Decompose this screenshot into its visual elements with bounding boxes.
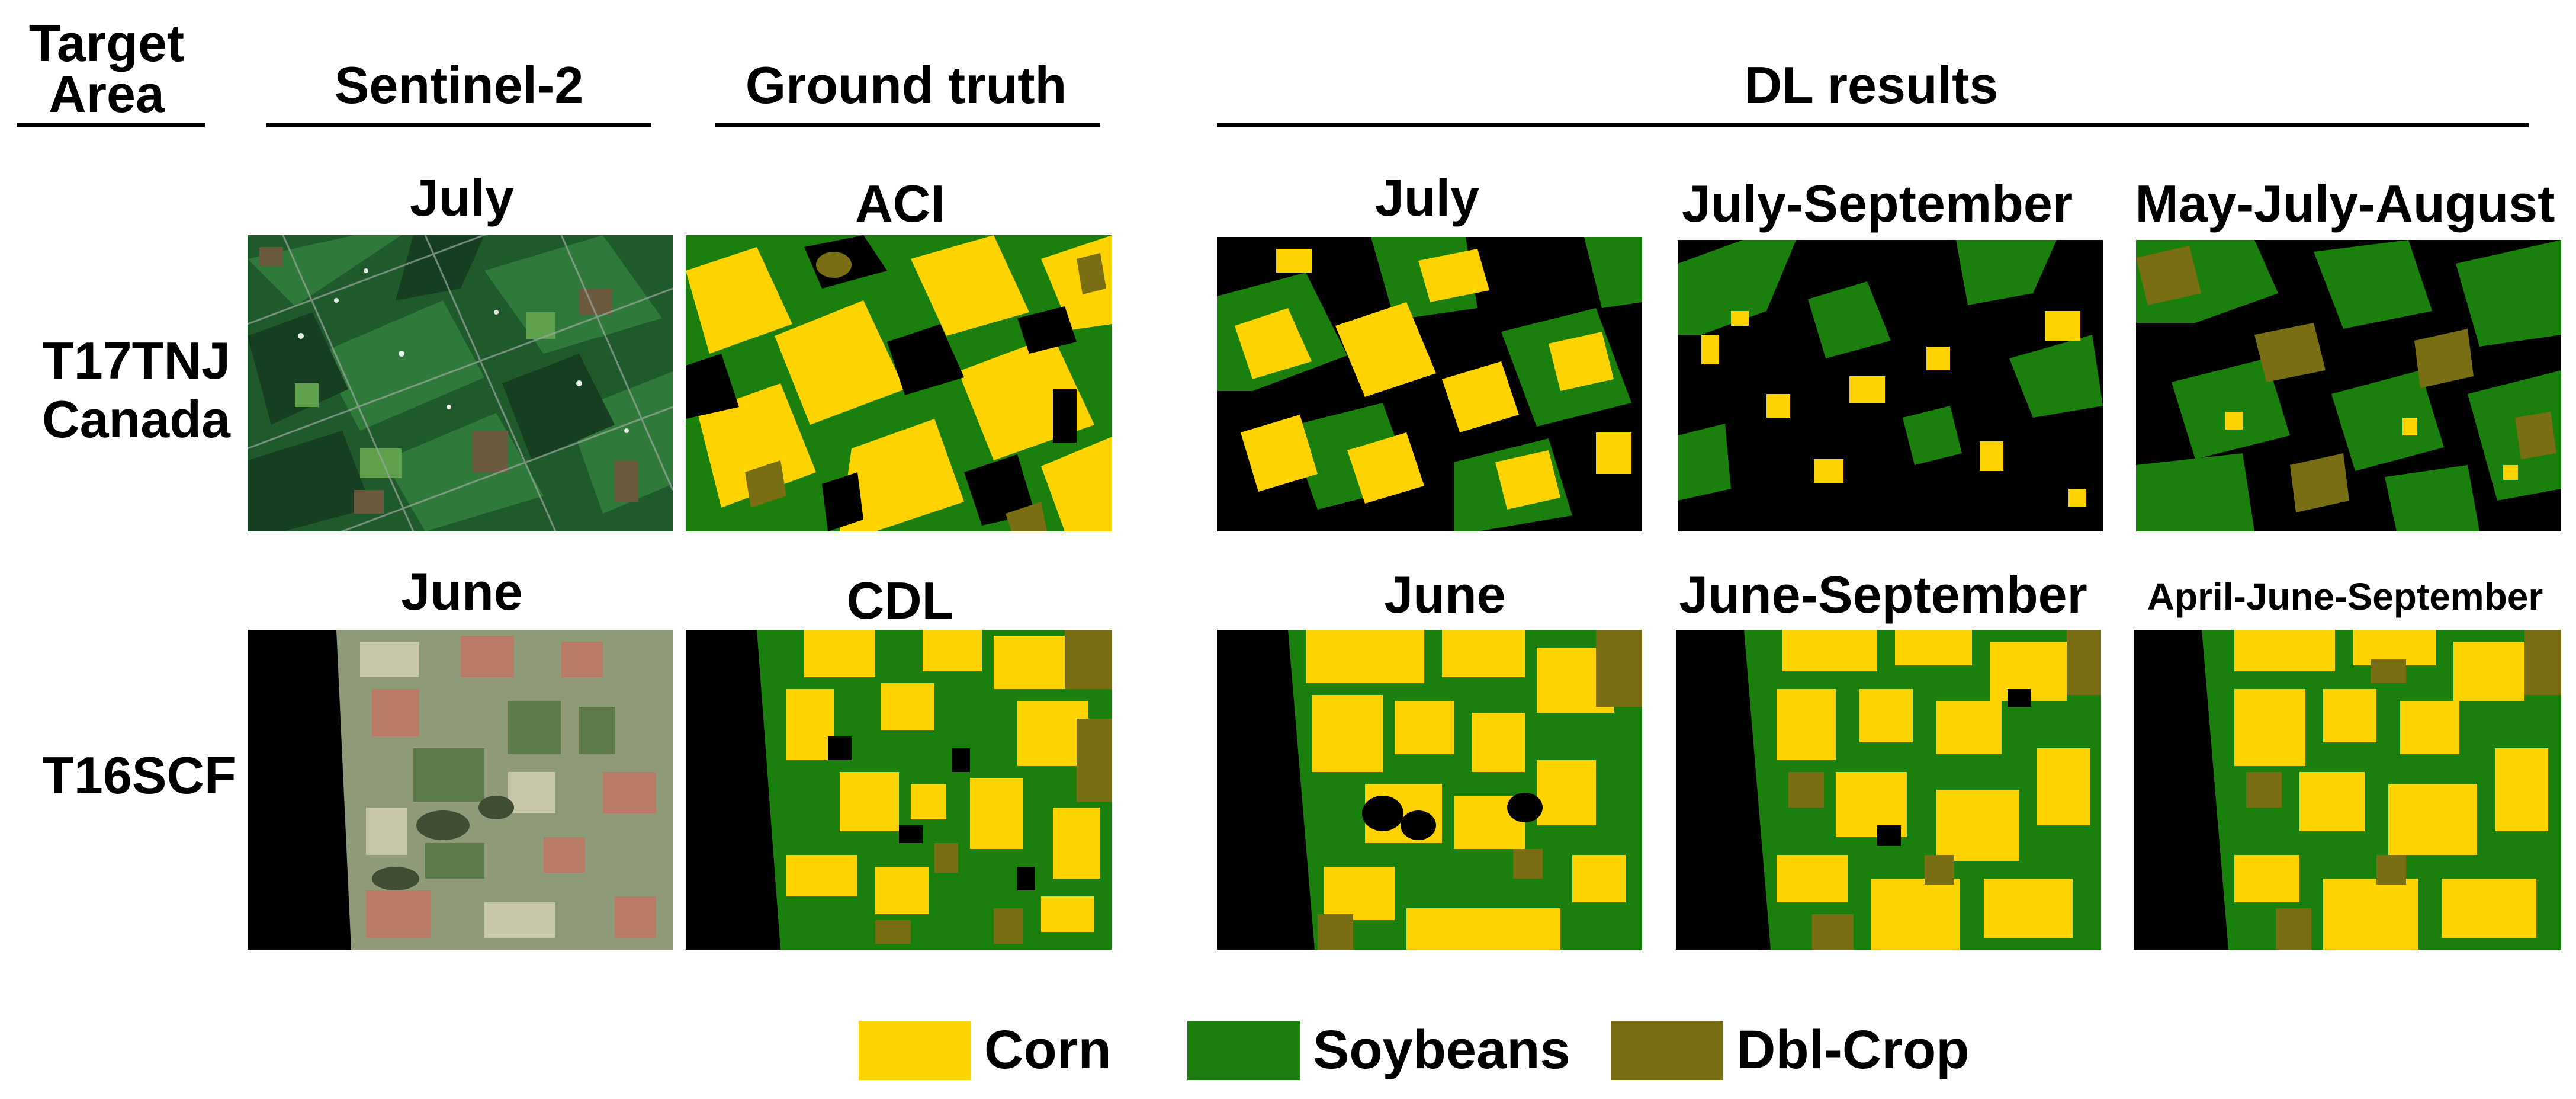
ground-truth-aci-t17tnj [686, 235, 1112, 531]
legend-swatch-corn [859, 1020, 971, 1080]
legend-item-corn: Corn [859, 1019, 1112, 1081]
header-ground-truth: Ground truth [745, 56, 1067, 114]
legend-swatch-soybeans [1187, 1020, 1300, 1080]
subtitle-dl2-row2: June-September [1679, 565, 2087, 624]
row-label-t16scf: T16SCF [42, 746, 236, 805]
rule-sentinel-2 [266, 123, 651, 127]
dl-result-june-t16scf [1217, 630, 1642, 950]
subtitle-dl1-row2: June [1384, 565, 1506, 624]
subtitle-gt-row1: ACI [855, 174, 945, 233]
header-dl-results: DL results [1744, 56, 1999, 114]
legend-label-corn: Corn [984, 1020, 1112, 1080]
header-sentinel-2: Sentinel-2 [334, 56, 584, 114]
sentinel-image-t17tnj [248, 235, 673, 531]
rule-dl-results [1217, 123, 2529, 127]
rule-target-area [17, 123, 205, 127]
legend-label-dbl-crop: Dbl-Crop [1736, 1020, 1970, 1080]
dl-result-july-t17tnj [1217, 237, 1642, 531]
dl-result-may-july-august-t17tnj [2136, 240, 2561, 531]
legend-item-soybeans: Soybeans [1187, 1019, 1570, 1081]
subtitle-dl2-row1: July-September [1681, 174, 2073, 233]
subtitle-dl1-row1: July [1374, 168, 1480, 227]
subtitle-dl3-row2: April-June-September [2147, 575, 2543, 618]
rule-ground-truth [715, 123, 1100, 127]
legend-item-dbl-crop: Dbl-Crop [1611, 1019, 1969, 1081]
subtitle-gt-row2: CDL [846, 571, 954, 630]
legend-label-soybeans: Soybeans [1313, 1020, 1570, 1080]
sentinel-image-t16scf [248, 630, 673, 950]
subtitle-dl3-row1: May-July-August [2135, 174, 2555, 233]
legend-swatch-dbl-crop [1611, 1020, 1723, 1080]
header-target-area: Target Area [28, 14, 185, 124]
dl-result-april-june-september-t16scf [2134, 630, 2561, 950]
subtitle-sentinel-row2: June [401, 562, 523, 621]
dl-result-july-september-t17tnj [1678, 240, 2103, 531]
ground-truth-cdl-t16scf [686, 630, 1112, 950]
row-label-t17tnj: T17TNJ Canada [42, 331, 230, 448]
subtitle-sentinel-row1: July [409, 168, 515, 227]
dl-result-june-september-t16scf [1676, 630, 2101, 950]
